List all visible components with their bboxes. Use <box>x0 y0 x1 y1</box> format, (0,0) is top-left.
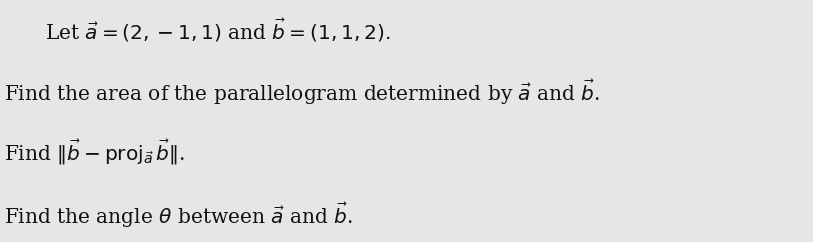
Text: Find the area of the parallelogram determined by $\vec{a}$ and $\vec{b}$.: Find the area of the parallelogram deter… <box>4 77 600 107</box>
Text: Find the angle $\theta$ between $\vec{a}$ and $\vec{b}$.: Find the angle $\theta$ between $\vec{a}… <box>4 201 353 230</box>
Text: Let $\vec{a} = (2,-1,1)$ and $\vec{b} = (1,1,2).$: Let $\vec{a} = (2,-1,1)$ and $\vec{b} = … <box>45 17 390 45</box>
Text: Find $\|\vec{b} - \mathrm{proj}_{\vec{a}}\,\vec{b}\|$.: Find $\|\vec{b} - \mathrm{proj}_{\vec{a}… <box>4 138 185 167</box>
